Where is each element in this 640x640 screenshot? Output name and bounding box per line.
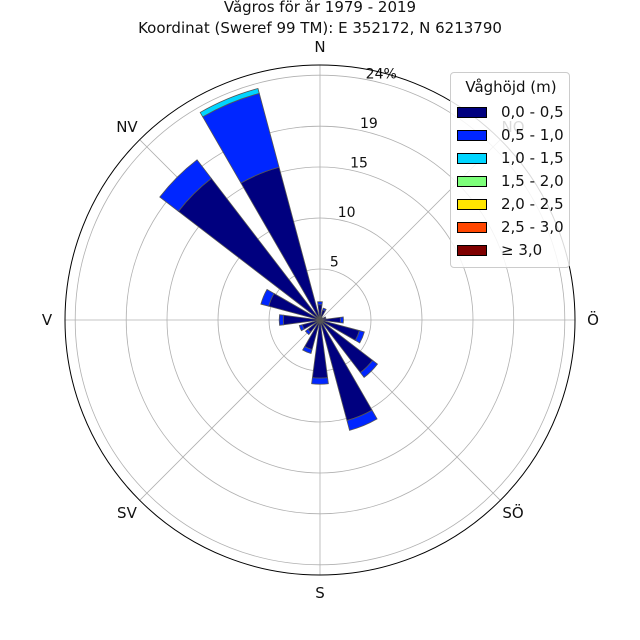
rose-bar-segment bbox=[318, 315, 321, 321]
legend-item: 2,5 - 3,0 bbox=[457, 218, 567, 236]
legend-swatch bbox=[457, 130, 487, 141]
rose-bar-segment bbox=[304, 328, 312, 336]
radial-tick-label: 24% bbox=[366, 66, 397, 82]
radial-tick-label: 15 bbox=[350, 156, 368, 172]
direction-label: V bbox=[42, 311, 53, 329]
rose-bar-segment bbox=[359, 359, 379, 379]
legend: Våghöjd (m) 0,0 - 0,5 0,5 - 1,0 1,0 - 1,… bbox=[450, 72, 570, 268]
legend-label: 2,5 - 3,0 bbox=[501, 218, 564, 236]
rose-bar-segment bbox=[260, 288, 275, 307]
outer-ring bbox=[64, 64, 576, 576]
legend-swatch bbox=[457, 176, 487, 187]
radial-tick-label: 10 bbox=[338, 205, 356, 221]
legend-swatch bbox=[457, 245, 487, 256]
chart-subtitle: Koordinat (Sweref 99 TM): E 352172, N 62… bbox=[138, 19, 502, 37]
legend-item: 0,0 - 0,5 bbox=[457, 103, 567, 121]
legend-label: 0,0 - 0,5 bbox=[501, 103, 564, 121]
direction-label: SÖ bbox=[502, 503, 523, 522]
direction-label: S bbox=[315, 584, 325, 602]
legend-swatch bbox=[457, 153, 487, 164]
legend-label: 2,0 - 2,5 bbox=[501, 195, 564, 213]
legend-label: 1,0 - 1,5 bbox=[501, 149, 564, 167]
legend-label: ≥ 3,0 bbox=[501, 241, 543, 259]
legend-item: 0,5 - 1,0 bbox=[457, 126, 567, 144]
rose-bar-segment bbox=[159, 159, 212, 212]
legend-item: 1,5 - 2,0 bbox=[457, 172, 567, 190]
rose-bar-segment bbox=[278, 314, 285, 326]
legend-swatch bbox=[457, 222, 487, 233]
rose-bar-segment bbox=[346, 409, 378, 431]
legend-item: 1,0 - 1,5 bbox=[457, 149, 567, 167]
legend-label: 0,5 - 1,0 bbox=[501, 126, 564, 144]
chart-title: Vågros för år 1979 - 2019 bbox=[223, 0, 417, 16]
rose-bar-segment bbox=[322, 307, 327, 312]
direction-label: SV bbox=[117, 504, 138, 522]
legend-item: 2,0 - 2,5 bbox=[457, 195, 567, 213]
legend-label: 1,5 - 2,0 bbox=[501, 172, 564, 190]
rose-bar-segment bbox=[311, 377, 329, 385]
radial-tick-label: 19 bbox=[360, 116, 378, 132]
rose-bar-segment bbox=[199, 87, 260, 118]
rose-bar-segment bbox=[317, 301, 323, 306]
direction-label: NV bbox=[116, 118, 138, 136]
legend-swatch bbox=[457, 199, 487, 210]
direction-label: Ö bbox=[587, 310, 599, 329]
rose-bar-segment bbox=[298, 324, 305, 332]
direction-label: N bbox=[314, 38, 325, 56]
rose-bar-segment bbox=[339, 316, 344, 324]
legend-swatch bbox=[457, 107, 487, 118]
rose-bar-segment bbox=[319, 316, 327, 321]
radial-tick-label: 5 bbox=[330, 255, 339, 271]
rose-bar-segment bbox=[302, 345, 313, 354]
rose-bar-segment bbox=[354, 330, 365, 344]
legend-title: Våghöjd (m) bbox=[465, 78, 557, 96]
rose-bars bbox=[159, 87, 379, 431]
legend-item: ≥ 3,0 bbox=[457, 241, 567, 259]
grid-spoke bbox=[139, 319, 321, 501]
